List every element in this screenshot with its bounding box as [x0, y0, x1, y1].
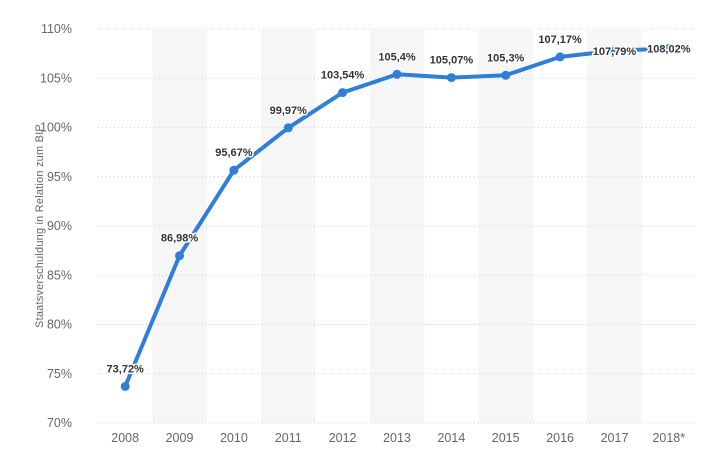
x-tick-2018: 2018*: [652, 431, 685, 445]
data-label-2015: 105,3%: [487, 52, 525, 64]
data-label-2014: 105,07%: [430, 55, 474, 67]
y-tick-110: 110%: [41, 22, 72, 36]
data-point-2018[interactable]: [664, 44, 674, 53]
data-point-2015[interactable]: [501, 70, 511, 80]
data-point-2017[interactable]: [610, 46, 619, 56]
y-tick-105: 105%: [40, 71, 72, 85]
x-tick-2016: 2016: [546, 431, 574, 445]
data-point-2009[interactable]: [175, 251, 184, 261]
x-tick-2008: 2008: [111, 431, 139, 445]
y-tick-100: 100%: [40, 121, 72, 135]
x-tick-2010: 2010: [220, 431, 248, 445]
data-label-2017: 107,79%: [593, 46, 637, 58]
data-label-2016: 107,17%: [538, 34, 582, 46]
data-point-2013[interactable]: [392, 69, 402, 79]
y-tick-85: 85%: [47, 268, 72, 282]
x-tick-2013: 2013: [383, 431, 411, 445]
data-point-2010[interactable]: [229, 165, 239, 175]
x-tick-2017: 2017: [601, 431, 629, 445]
x-tick-2014: 2014: [437, 431, 465, 445]
y-axis-title: Staatsverschuldung in Relation zum BIP: [34, 124, 46, 328]
data-point-2008[interactable]: [120, 381, 130, 391]
data-label-2010: 95,67%: [215, 147, 253, 159]
data-point-2016[interactable]: [555, 52, 565, 62]
x-tick-2011: 2011: [275, 431, 302, 445]
data-point-2012[interactable]: [338, 88, 348, 98]
x-tick-2012: 2012: [329, 431, 357, 445]
plot-band-2015: [478, 30, 533, 423]
data-label-2018: 108,02%: [647, 44, 691, 56]
plot-band-2011: [261, 30, 316, 423]
y-tick-90: 90%: [47, 219, 72, 233]
y-tick-70: 70%: [47, 416, 72, 430]
data-point-2011[interactable]: [283, 123, 293, 133]
y-tick-80: 80%: [47, 318, 72, 332]
x-tick-2009: 2009: [166, 431, 194, 445]
y-tick-95: 95%: [47, 170, 72, 184]
data-point-2014[interactable]: [446, 73, 456, 83]
data-label-2009: 86,98%: [161, 233, 199, 245]
data-label-2008: 73,72%: [107, 363, 145, 375]
data-label-2013: 105,4%: [378, 51, 416, 63]
data-label-2011: 99,97%: [270, 105, 308, 117]
plot-band-2013: [369, 30, 425, 423]
y-tick-75: 75%: [47, 367, 72, 381]
data-label-2012: 103,54%: [321, 70, 365, 82]
x-tick-2015: 2015: [492, 431, 520, 445]
